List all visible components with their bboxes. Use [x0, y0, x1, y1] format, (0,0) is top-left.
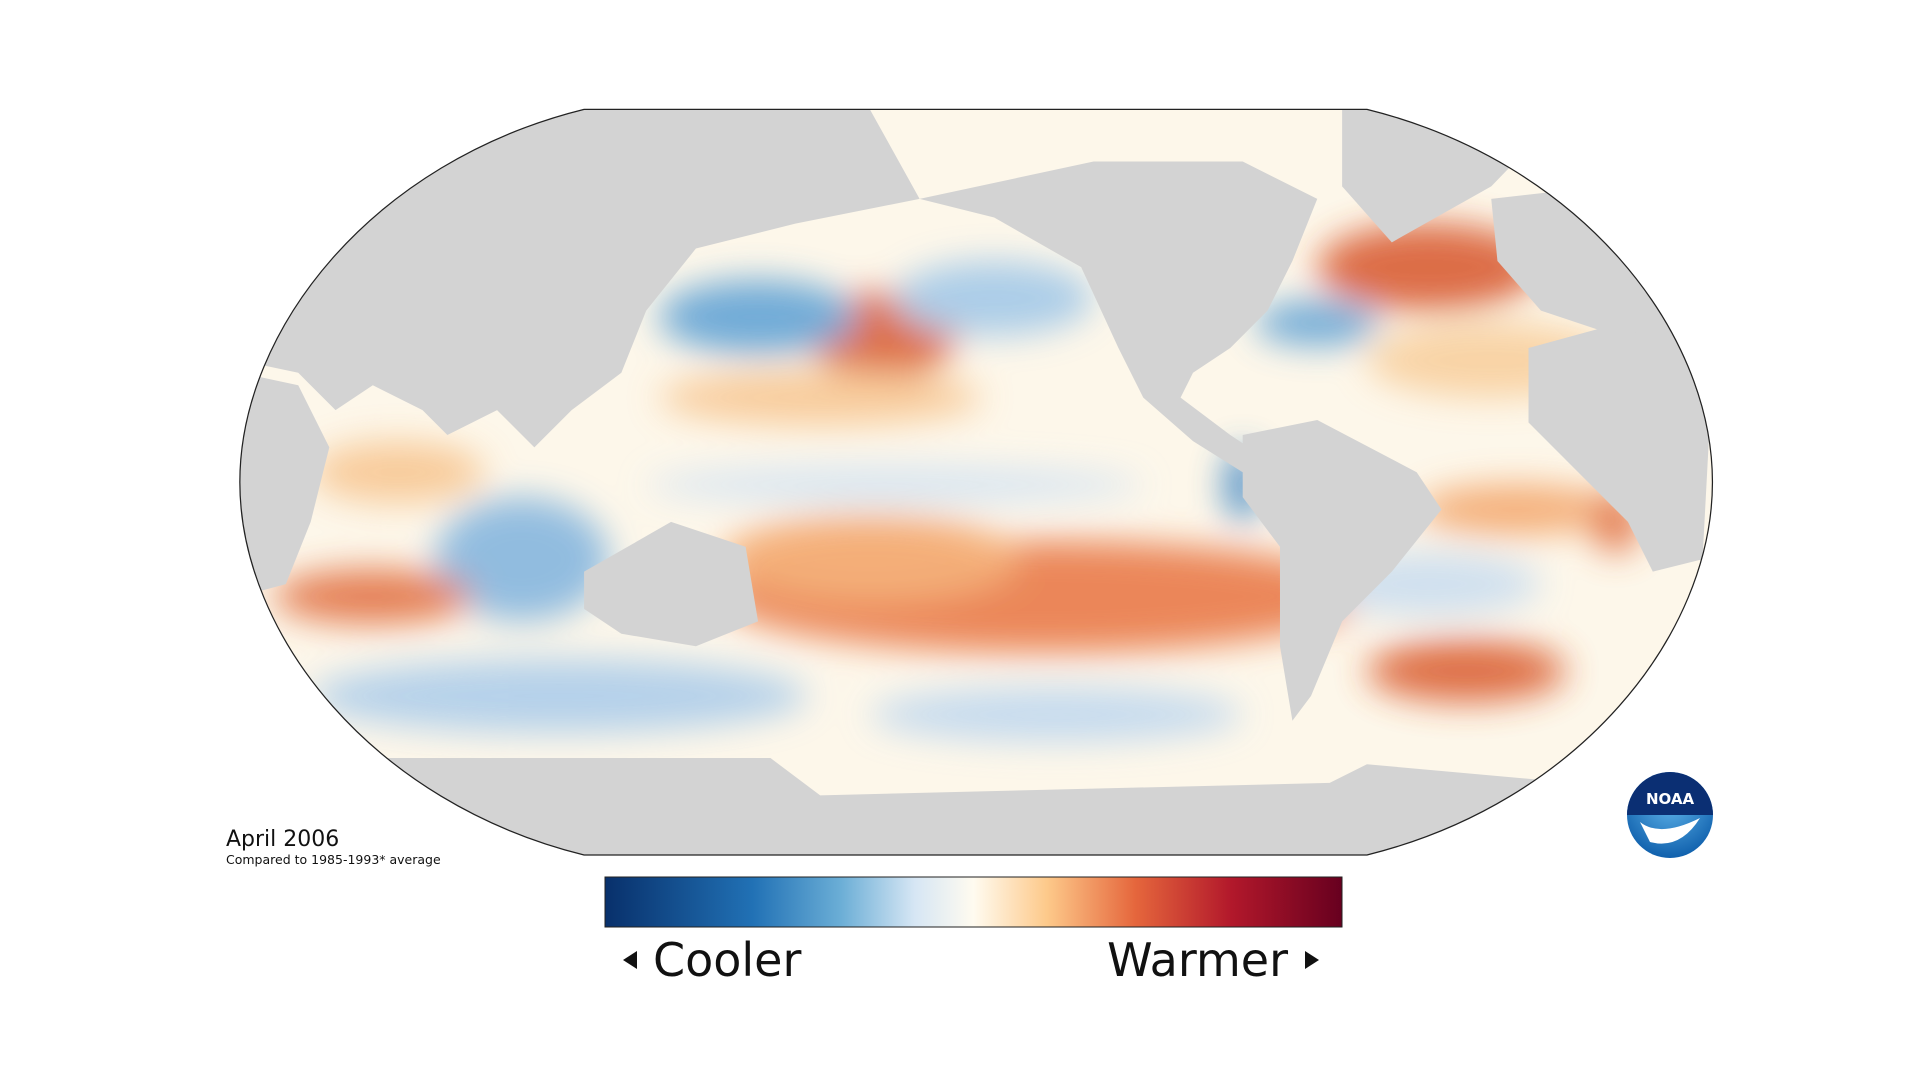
map-title: April 2006 [226, 827, 339, 852]
land [239, 109, 1713, 855]
cool-arrow [623, 951, 637, 969]
map-subtitle: Compared to 1985-1993* average [226, 852, 441, 867]
legend-low-label: Cooler [653, 933, 801, 987]
warm-arrow [1305, 951, 1319, 969]
map-outline [239, 108, 1714, 856]
logo-text: NOAA [1646, 790, 1695, 808]
color-bar [604, 876, 1343, 928]
noaa-logo: NOAA [1627, 772, 1713, 858]
legend-high-label: Warmer [1107, 933, 1288, 987]
world-map [239, 108, 1714, 856]
